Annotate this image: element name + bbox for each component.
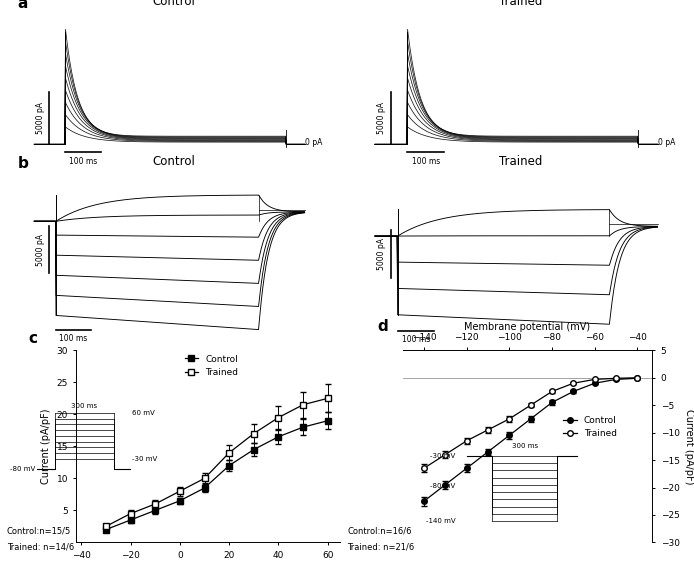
Text: Trained: Trained [499,155,542,168]
Text: 100 ms: 100 ms [402,336,430,345]
Text: Trained: n=21/6: Trained: n=21/6 [347,542,414,551]
Text: Trained: Trained [499,0,542,8]
Text: Control: Control [152,155,195,168]
Legend: Control, Trained: Control, Trained [559,412,620,442]
Text: 100 ms: 100 ms [412,157,440,166]
Y-axis label: Current (pA/pF): Current (pA/pF) [41,408,51,484]
Text: 5000 pA: 5000 pA [36,233,45,266]
Y-axis label: Current (pA/pF): Current (pA/pF) [684,408,693,484]
Text: d: d [378,319,388,334]
Text: 0 pA: 0 pA [305,137,322,146]
Text: 5000 pA: 5000 pA [378,238,387,270]
Text: Control:n=16/6: Control:n=16/6 [347,527,412,536]
X-axis label: Membrane potential (mV): Membrane potential (mV) [464,322,591,332]
Text: Control:n=15/5: Control:n=15/5 [7,527,71,536]
Text: 5000 pA: 5000 pA [378,102,387,134]
Text: 0 pA: 0 pA [657,137,675,146]
Text: c: c [29,331,38,346]
Text: 100 ms: 100 ms [69,157,97,166]
Text: 5000 pA: 5000 pA [36,102,45,134]
Text: Control: Control [152,0,195,8]
Text: a: a [18,0,28,11]
Legend: Control, Trained: Control, Trained [181,351,242,381]
Text: 100 ms: 100 ms [60,334,87,344]
Text: Trained: n=14/6: Trained: n=14/6 [7,542,74,551]
Text: b: b [18,156,28,171]
